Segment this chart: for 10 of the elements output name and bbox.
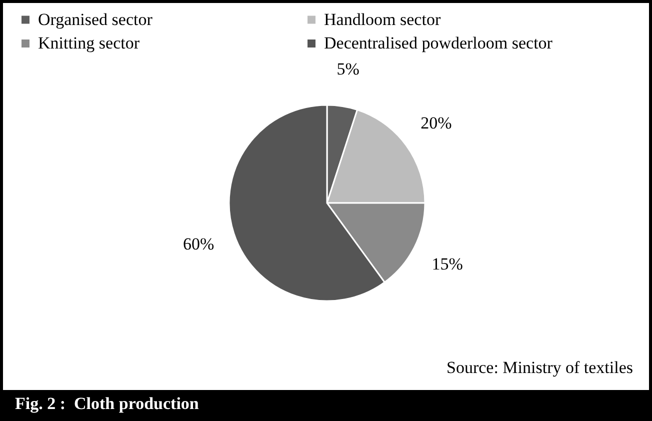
text: Fig. 2 : Cloth production <box>3 390 649 418</box>
data-label: 5% <box>336 60 360 79</box>
data-label: 15% <box>432 254 463 274</box>
data-label: 60% <box>183 234 214 254</box>
legend-label: Organised sector <box>38 10 153 29</box>
source-note: Source: Ministry of textiles <box>446 358 633 378</box>
legend-label: Knitting sector <box>38 34 140 52</box>
legend-label: Decentralised powderloom sector <box>324 34 553 52</box>
data-label: 20% <box>420 114 452 133</box>
legend-label: Handloom sector <box>324 10 441 29</box>
